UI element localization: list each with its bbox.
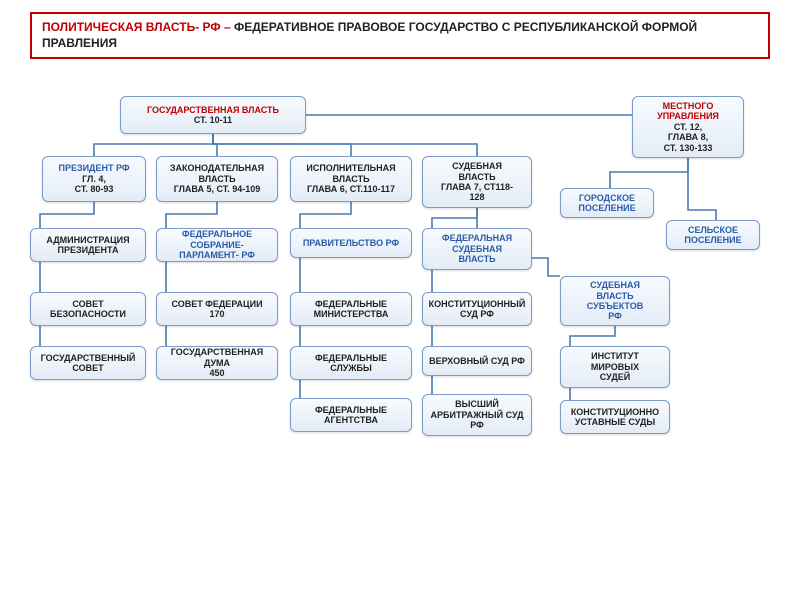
node-legis-line: ГЛАВА 5, СТ. 94-109 (174, 184, 261, 194)
node-arbitr-line: ВЫСШИЙ (455, 399, 499, 409)
node-ustav-line: УСТАВНЫЕ СУДЫ (575, 417, 655, 427)
node-president: ПРЕЗИДЕНТ РФГЛ. 4,СТ. 80-93 (42, 156, 146, 202)
connector-11 (688, 158, 716, 220)
node-president-line: СТ. 80-93 (75, 184, 114, 194)
node-mirov-line: СУДЕЙ (600, 372, 630, 382)
node-fed_jud-line: ФЕДЕРАЛЬНАЯ (442, 233, 512, 243)
node-president-line: ПРЕЗИДЕНТ РФ (58, 163, 129, 173)
node-parliament-line: ФЕДЕРАЛЬНОЕ СОБРАНИЕ- (161, 229, 273, 250)
node-local-line: МЕСТНОГО (663, 101, 714, 111)
node-parliament-line: ПАРЛАМЕНТ- РФ (179, 250, 255, 260)
node-verh: ВЕРХОВНЫЙ СУД РФ (422, 346, 532, 376)
node-legis-line: ЗАКОНОДАТЕЛЬНАЯ (170, 163, 264, 173)
node-judic-line: ГЛАВА 7, СТ118- (441, 182, 513, 192)
node-konst: КОНСТИТУЦИОННЫЙСУД РФ (422, 292, 532, 326)
node-judic-line: 128 (469, 192, 484, 202)
node-admin-line: ПРЕЗИДЕНТА (58, 245, 119, 255)
connector-10 (610, 158, 688, 188)
node-fedcouncil-line: СОВЕТ ФЕДЕРАЦИИ (171, 299, 262, 309)
node-agencies-line: АГЕНТСТВА (324, 415, 378, 425)
node-verh-line: ВЕРХОВНЫЙ СУД РФ (429, 356, 525, 366)
node-statecouncil: ГОСУДАРСТВЕННЫЙСОВЕТ (30, 346, 146, 380)
node-gov-line: ГОСУДАРСТВЕННАЯ ВЛАСТЬ (147, 105, 279, 115)
node-fedcouncil-line: 170 (209, 309, 224, 319)
node-judic-line: ВЛАСТЬ (458, 172, 495, 182)
node-subj_jud-line: СУБЪЕКТОВ (587, 301, 643, 311)
node-city-line: ПОСЕЛЕНИЕ (578, 203, 635, 213)
node-legis-line: ВЛАСТЬ (198, 174, 235, 184)
node-ministries-line: ФЕДЕРАЛЬНЫЕ (315, 299, 387, 309)
node-subj_jud-line: СУДЕБНАЯ (590, 280, 640, 290)
node-seccouncil-line: БЕЗОПАСНОСТИ (50, 309, 126, 319)
node-mirov-line: МИРОВЫХ (591, 362, 639, 372)
node-seccouncil: СОВЕТБЕЗОПАСНОСТИ (30, 292, 146, 326)
node-fed_jud-line: ВЛАСТЬ (458, 254, 495, 264)
node-gov: ГОСУДАРСТВЕННАЯ ВЛАСТЬСТ. 10-11 (120, 96, 306, 134)
node-ustav: КОНСТИТУЦИОННОУСТАВНЫЕ СУДЫ (560, 400, 670, 434)
node-local-line: ГЛАВА 8, (668, 132, 708, 142)
node-local: МЕСТНОГОУПРАВЛЕНИЯСТ. 12,ГЛАВА 8,СТ. 130… (632, 96, 744, 158)
node-local-line: УПРАВЛЕНИЯ (657, 111, 719, 121)
node-gov-line: СТ. 10-11 (194, 115, 232, 125)
node-konst-line: СУД РФ (460, 309, 494, 319)
node-subj_jud-line: РФ (608, 311, 622, 321)
connector-3 (213, 134, 477, 156)
node-village-line: ПОСЕЛЕНИЕ (684, 235, 741, 245)
node-village: СЕЛЬСКОЕПОСЕЛЕНИЕ (666, 220, 760, 250)
node-arbitr-line: РФ (470, 420, 484, 430)
node-city: ГОРОДСКОЕПОСЕЛЕНИЕ (560, 188, 654, 218)
node-exec-line: ГЛАВА 6, СТ.110-117 (307, 184, 395, 194)
node-village-line: СЕЛЬСКОЕ (688, 225, 738, 235)
title-red: ПОЛИТИЧЕСКАЯ ВЛАСТЬ- РФ – (42, 20, 231, 34)
node-services: ФЕДЕРАЛЬНЫЕСЛУЖБЫ (290, 346, 412, 380)
node-services-line: СЛУЖБЫ (330, 363, 372, 373)
node-gov_rf-line: ПРАВИТЕЛЬСТВО РФ (303, 238, 399, 248)
node-duma: ГОСУДАРСТВЕННАЯ ДУМА450 (156, 346, 278, 380)
node-arbitr: ВЫСШИЙАРБИТРАЖНЫЙ СУДРФ (422, 394, 532, 436)
node-judic: СУДЕБНАЯВЛАСТЬГЛАВА 7, СТ118-128 (422, 156, 532, 208)
node-agencies-line: ФЕДЕРАЛЬНЫЕ (315, 405, 387, 415)
node-exec-line: ИСПОЛНИТЕЛЬНАЯ (306, 163, 395, 173)
node-local-line: СТ. 12, (674, 122, 702, 132)
node-admin-line: АДМИНИСТРАЦИЯ (46, 235, 129, 245)
node-admin: АДМИНИСТРАЦИЯПРЕЗИДЕНТА (30, 228, 146, 262)
node-exec-line: ВЛАСТЬ (332, 174, 369, 184)
node-fed_jud: ФЕДЕРАЛЬНАЯСУДЕБНАЯВЛАСТЬ (422, 228, 532, 270)
node-ministries-line: МИНИСТЕРСТВА (314, 309, 389, 319)
node-exec: ИСПОЛНИТЕЛЬНАЯВЛАСТЬГЛАВА 6, СТ.110-117 (290, 156, 412, 202)
node-ministries: ФЕДЕРАЛЬНЫЕМИНИСТЕРСТВА (290, 292, 412, 326)
node-judic-line: СУДЕБНАЯ (452, 161, 502, 171)
node-city-line: ГОРОДСКОЕ (579, 193, 635, 203)
node-konst-line: КОНСТИТУЦИОННЫЙ (429, 299, 526, 309)
node-gov_rf: ПРАВИТЕЛЬСТВО РФ (290, 228, 412, 258)
connector-2 (213, 134, 351, 156)
node-ustav-line: КОНСТИТУЦИОННО (571, 407, 659, 417)
node-arbitr-line: АРБИТРАЖНЫЙ СУД (431, 410, 524, 420)
node-mirov-line: ИНСТИТУТ (591, 351, 639, 361)
node-fedcouncil: СОВЕТ ФЕДЕРАЦИИ170 (156, 292, 278, 326)
node-local-line: СТ. 130-133 (664, 143, 713, 153)
node-subj_jud: СУДЕБНАЯВЛАСТЬСУБЪЕКТОВРФ (560, 276, 670, 326)
node-seccouncil-line: СОВЕТ (72, 299, 103, 309)
node-mirov: ИНСТИТУТМИРОВЫХСУДЕЙ (560, 346, 670, 388)
node-fed_jud-line: СУДЕБНАЯ (452, 244, 502, 254)
connector-1 (213, 134, 217, 156)
node-services-line: ФЕДЕРАЛЬНЫЕ (315, 353, 387, 363)
node-president-line: ГЛ. 4, (82, 174, 106, 184)
node-duma-line: 450 (209, 368, 224, 378)
connector-0 (94, 134, 213, 156)
node-legis: ЗАКОНОДАТЕЛЬНАЯВЛАСТЬГЛАВА 5, СТ. 94-109 (156, 156, 278, 202)
node-statecouncil-line: СОВЕТ (72, 363, 103, 373)
node-statecouncil-line: ГОСУДАРСТВЕННЫЙ (41, 353, 136, 363)
node-parliament: ФЕДЕРАЛЬНОЕ СОБРАНИЕ-ПАРЛАМЕНТ- РФ (156, 228, 278, 262)
title-box: ПОЛИТИЧЕСКАЯ ВЛАСТЬ- РФ – ФЕДЕРАТИВНОЕ П… (30, 12, 770, 59)
node-subj_jud-line: ВЛАСТЬ (596, 291, 633, 301)
node-duma-line: ГОСУДАРСТВЕННАЯ ДУМА (161, 347, 273, 368)
node-agencies: ФЕДЕРАЛЬНЫЕАГЕНТСТВА (290, 398, 412, 432)
